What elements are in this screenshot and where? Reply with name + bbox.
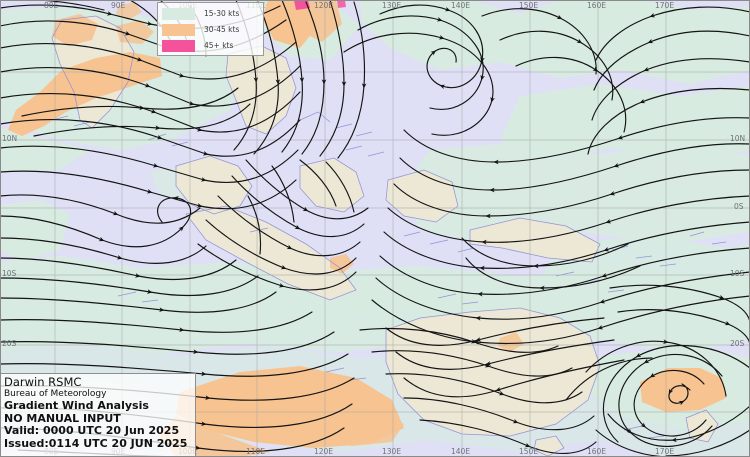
legend-row-30-45: 30-45 kts [162,22,263,37]
legend-label-45-plus: 45+ kts [204,41,234,50]
legend-label-30-45: 30-45 kts [204,25,240,34]
agency-name: Bureau of Meteorology [4,389,107,400]
legend-swatch-15-30 [162,7,195,20]
manual-input-status: NO MANUAL INPUT [4,411,121,425]
product-title: Gradient Wind Analysis [4,398,149,412]
legend-swatch-45-plus [162,39,195,52]
wind-speed-legend: 15-30 kts 30-45 kts 45+ kts [157,2,264,56]
legend-row-15-30: 15-30 kts [162,6,263,21]
product-info-panel: Darwin RSMC Bureau of Meteorology Gradie… [0,373,196,457]
issuing-centre: Darwin RSMC [4,375,82,389]
legend-swatch-30-45 [162,23,195,36]
issued-time: Issued:0114 UTC 20 JUN 2025 [4,437,188,451]
valid-time: Valid: 0000 UTC 20 Jun 2025 [4,424,180,438]
legend-label-15-30: 15-30 kts [204,9,240,18]
legend-row-45-plus: 45+ kts [162,38,263,53]
